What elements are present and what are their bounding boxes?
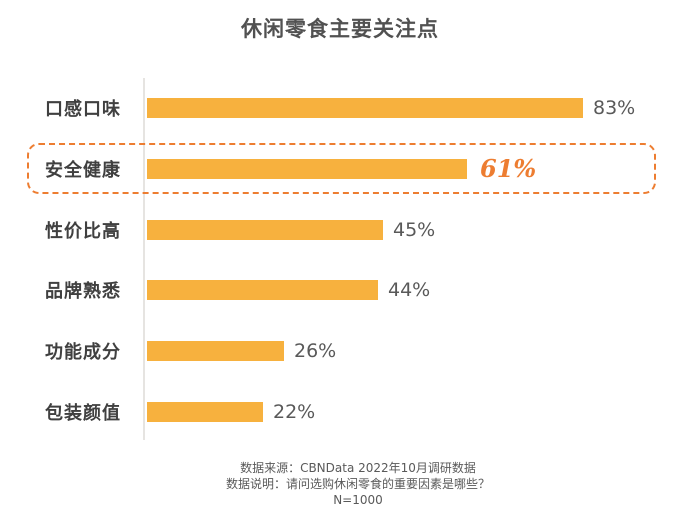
bar — [147, 402, 263, 422]
bar-row: 安全健康 61% — [0, 144, 680, 194]
value-label: 44% — [388, 279, 431, 302]
value-label: 83% — [593, 97, 636, 119]
bar-row: 功能成分 26% — [0, 326, 680, 376]
bar — [147, 219, 383, 240]
value-label: 26% — [294, 340, 337, 363]
value-label: 45% — [393, 218, 436, 241]
bar-row: 口感口味 83% — [0, 83, 680, 133]
bar — [147, 280, 378, 301]
category-label: 性价比高 — [45, 220, 121, 242]
category-label: 品牌熟悉 — [45, 281, 121, 303]
footnote-note: 数据说明：请问选购休闲零食的重要因素是哪些？ — [225, 477, 490, 491]
bar — [147, 98, 583, 118]
category-label: 包装颜值 — [45, 403, 121, 424]
value-label: 22% — [273, 401, 316, 423]
bar-row: 品牌熟悉 44% — [0, 265, 680, 315]
chart-footnote: 数据来源：CBNData 2022年10月调研数据 数据说明：请问选购休闲零食的… — [18, 460, 680, 508]
chart-title: 休闲零食主要关注点 — [241, 17, 439, 41]
value-label-highlighted: 61% — [480, 154, 537, 184]
highlight-box — [27, 143, 656, 195]
y-axis-baseline — [143, 78, 145, 440]
footnote-sample-size: N=1000 — [333, 493, 383, 507]
bar-row: 性价比高 45% — [0, 205, 680, 255]
category-label: 功能成分 — [45, 342, 121, 364]
bar — [147, 341, 284, 362]
bar-row: 包装颜值 22% — [0, 387, 680, 437]
footnote-source: 数据来源：CBNData 2022年10月调研数据 — [240, 461, 476, 475]
bar — [147, 158, 467, 179]
category-label: 口感口味 — [45, 99, 121, 120]
category-label: 安全健康 — [45, 159, 121, 181]
